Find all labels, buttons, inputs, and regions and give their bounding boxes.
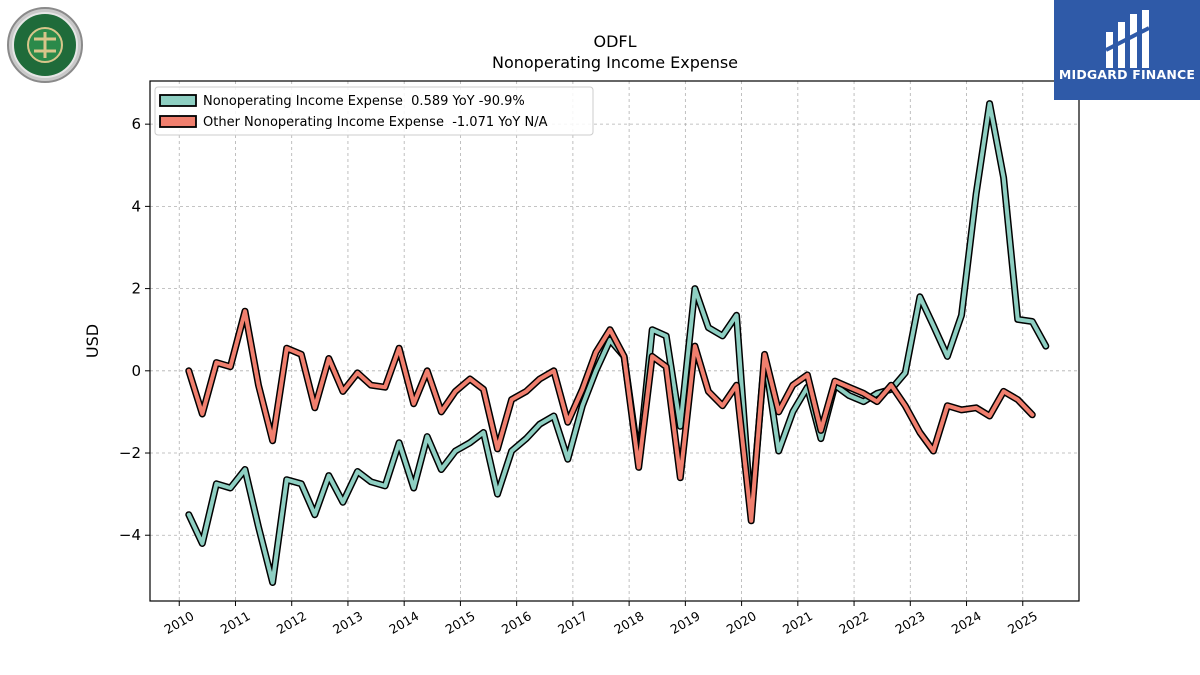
brand-logo: MIDGARD FINANCE xyxy=(1054,0,1200,100)
x-tick-label: 2020 xyxy=(724,608,759,637)
y-axis-label: USD xyxy=(83,324,102,358)
y-tick-label: 0 xyxy=(131,362,141,380)
series-2-line xyxy=(186,309,1035,523)
x-tick-label: 2022 xyxy=(836,608,871,637)
x-tick-label: 2017 xyxy=(555,608,590,637)
company-seal-logo xyxy=(6,6,84,88)
x-tick-label: 2021 xyxy=(780,608,815,637)
x-tick-label: 2014 xyxy=(386,608,421,637)
x-tick-label: 2023 xyxy=(893,608,928,637)
legend-label-1: Nonoperating Income Expense 0.589 YoY -9… xyxy=(203,94,525,109)
x-tick-label: 2010 xyxy=(161,608,196,637)
x-tick-label: 2019 xyxy=(668,608,703,637)
x-axis: 2010 2011 2012 2013 2014 2015 2016 2017 2018 2019… xyxy=(161,601,1040,637)
y-axis: −4 −2 0 2 4 6 xyxy=(119,115,150,544)
y-tick-label: −2 xyxy=(119,444,141,462)
legend: Nonoperating Income Expense 0.589 YoY -9… xyxy=(154,86,594,136)
plot-frame xyxy=(149,80,1080,602)
y-tick-label: 6 xyxy=(131,115,141,133)
legend-box xyxy=(154,86,594,136)
y-tick-label: 2 xyxy=(131,280,141,298)
x-tick-label: 2025 xyxy=(1005,608,1040,637)
x-tick-label: 2015 xyxy=(443,608,478,637)
x-tick-label: 2011 xyxy=(218,608,253,637)
x-tick-label: 2016 xyxy=(499,608,534,637)
y-tick-label: −4 xyxy=(119,526,141,544)
legend-swatch-2 xyxy=(159,115,197,128)
y-tick-label: 4 xyxy=(131,197,141,215)
x-tick-label: 2012 xyxy=(274,608,309,637)
brand-mark-icon xyxy=(1105,10,1150,68)
chart-title: ODFL xyxy=(593,32,636,51)
x-tick-label: 2013 xyxy=(330,608,365,637)
x-tick-label: 2024 xyxy=(949,608,984,637)
brand-text: MIDGARD FINANCE xyxy=(1058,67,1196,82)
series-lines xyxy=(185,100,1050,586)
x-tick-label: 2018 xyxy=(611,608,646,637)
legend-label-2: Other Nonoperating Income Expense -1.071… xyxy=(203,115,548,130)
legend-swatch-1 xyxy=(159,94,197,107)
chart-subtitle: Nonoperating Income Expense xyxy=(492,53,738,72)
